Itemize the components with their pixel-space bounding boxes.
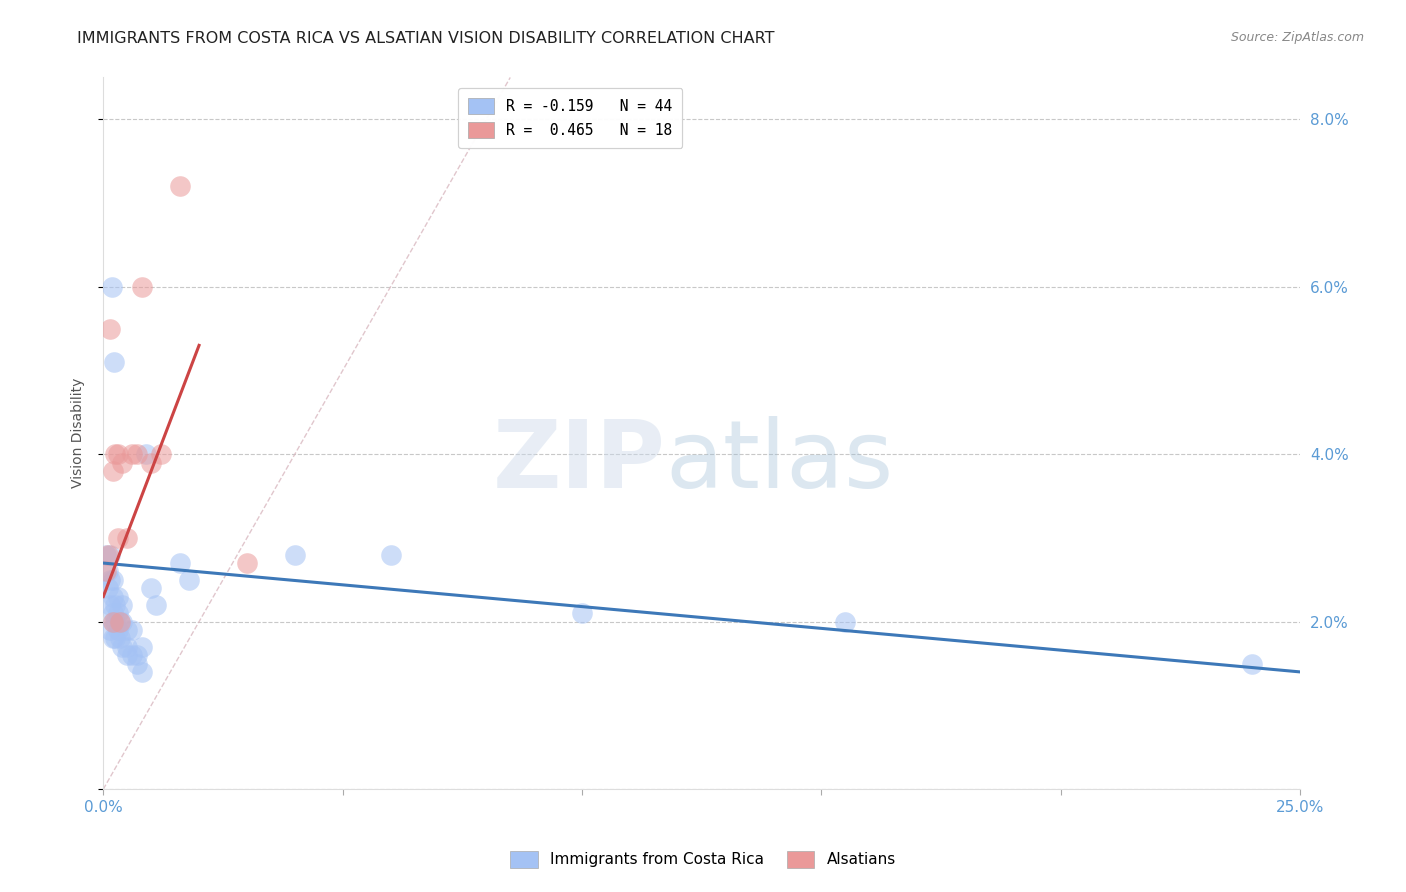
Point bbox=[104, 615, 127, 629]
Point bbox=[284, 548, 307, 562]
Text: atlas: atlas bbox=[666, 416, 894, 508]
Point bbox=[94, 565, 117, 579]
Point bbox=[107, 531, 129, 545]
Legend: R = -0.159   N = 44, R =  0.465   N = 18: R = -0.159 N = 44, R = 0.465 N = 18 bbox=[458, 88, 682, 148]
Point bbox=[169, 556, 191, 570]
Point bbox=[149, 447, 172, 461]
Point bbox=[100, 623, 122, 637]
Point bbox=[101, 607, 124, 621]
Point bbox=[111, 615, 134, 629]
Y-axis label: Vision Disability: Vision Disability bbox=[72, 378, 86, 489]
Point bbox=[141, 581, 163, 595]
Point bbox=[111, 640, 134, 654]
Point bbox=[108, 615, 131, 629]
Point bbox=[125, 648, 148, 663]
Text: IMMIGRANTS FROM COSTA RICA VS ALSATIAN VISION DISABILITY CORRELATION CHART: IMMIGRANTS FROM COSTA RICA VS ALSATIAN V… bbox=[77, 31, 775, 46]
Point bbox=[169, 179, 191, 194]
Point bbox=[101, 279, 124, 293]
Point bbox=[107, 590, 129, 604]
Point bbox=[1241, 657, 1264, 671]
Point bbox=[179, 573, 201, 587]
Point bbox=[115, 648, 138, 663]
Point bbox=[104, 598, 127, 612]
Point bbox=[104, 632, 127, 646]
Point bbox=[131, 279, 153, 293]
Point bbox=[108, 615, 131, 629]
Point bbox=[121, 447, 143, 461]
Point bbox=[94, 548, 117, 562]
Point bbox=[236, 556, 259, 570]
Point bbox=[141, 456, 163, 470]
Point bbox=[380, 548, 402, 562]
Point bbox=[97, 548, 120, 562]
Point bbox=[121, 623, 143, 637]
Point bbox=[145, 598, 167, 612]
Point bbox=[101, 464, 124, 478]
Point bbox=[101, 615, 124, 629]
Point bbox=[121, 648, 143, 663]
Point bbox=[135, 447, 157, 461]
Point bbox=[107, 607, 129, 621]
Text: ZIP: ZIP bbox=[494, 416, 666, 508]
Point bbox=[111, 456, 134, 470]
Point bbox=[125, 447, 148, 461]
Point bbox=[100, 321, 122, 335]
Text: Source: ZipAtlas.com: Source: ZipAtlas.com bbox=[1230, 31, 1364, 45]
Point bbox=[101, 632, 124, 646]
Point bbox=[97, 565, 120, 579]
Point bbox=[107, 623, 129, 637]
Point bbox=[108, 632, 131, 646]
Point bbox=[111, 598, 134, 612]
Point bbox=[100, 573, 122, 587]
Legend: Immigrants from Costa Rica, Alsatians: Immigrants from Costa Rica, Alsatians bbox=[505, 845, 901, 873]
Point bbox=[97, 581, 120, 595]
Point bbox=[103, 355, 125, 369]
Point bbox=[131, 665, 153, 679]
Point bbox=[101, 590, 124, 604]
Point bbox=[115, 531, 138, 545]
Point bbox=[100, 548, 122, 562]
Point bbox=[104, 447, 127, 461]
Point bbox=[131, 640, 153, 654]
Point bbox=[100, 598, 122, 612]
Point bbox=[115, 640, 138, 654]
Point bbox=[115, 623, 138, 637]
Point bbox=[101, 615, 124, 629]
Point bbox=[834, 615, 856, 629]
Point bbox=[571, 607, 593, 621]
Point bbox=[125, 657, 148, 671]
Point bbox=[101, 573, 124, 587]
Point bbox=[107, 447, 129, 461]
